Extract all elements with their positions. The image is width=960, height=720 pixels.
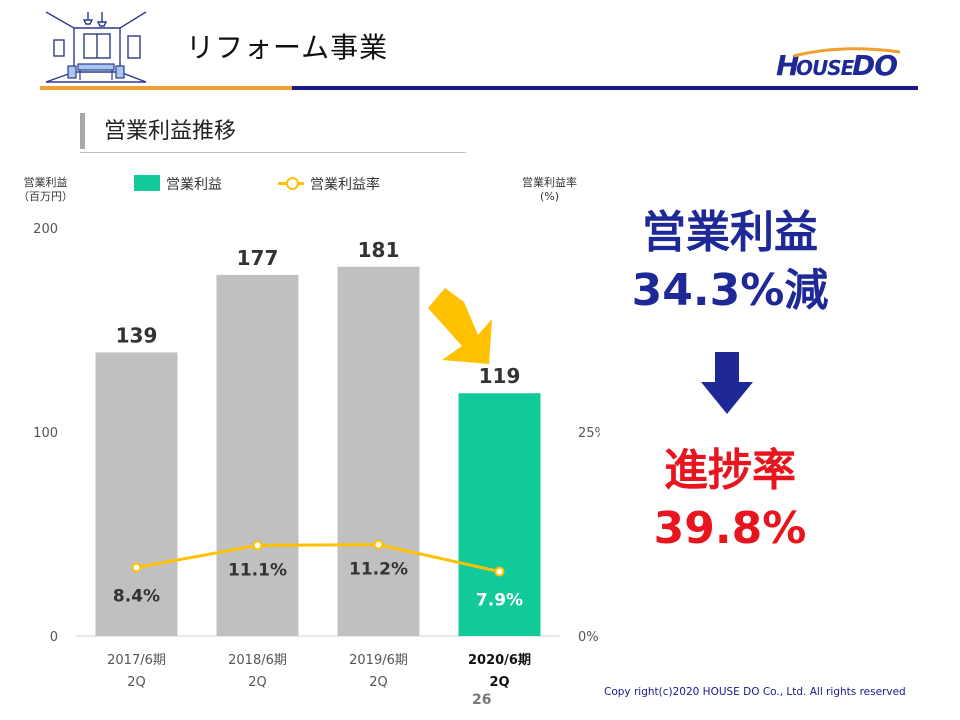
section-marker [80, 113, 85, 149]
progress-callout-label: 進捗率 [664, 445, 796, 496]
y2-tick-label: 0% [578, 630, 599, 645]
profit-chart: 0 100 200 0% 25% 139 177 181 119 2017/6期 2Q 2018/6期… [33, 222, 600, 690]
profit-callout-label: 営業利益 [642, 207, 818, 258]
section-title: 営業利益推移 [104, 119, 237, 144]
copyright: Copy right(c)2020 HOUSE DO Co., Ltd. All… [604, 686, 906, 698]
bar-value-label: 181 [358, 238, 400, 262]
section-underline [80, 152, 466, 153]
rate-value-label: 11.1% [228, 560, 287, 580]
x-tick-label: 2019/6期 [349, 653, 408, 668]
bar [216, 274, 299, 636]
bar-value-label: 177 [237, 246, 279, 270]
profit-callout-change: 34.3%減 [631, 265, 829, 316]
right-axis-caption: 営業利益率 (%) [522, 176, 577, 203]
left-axis-caption: 営業利益 （百万円） [18, 176, 73, 203]
highlight-arrow [428, 288, 492, 364]
legend-bar-swatch [134, 175, 160, 191]
progress-callout-value: 39.8% [653, 503, 807, 554]
header-illustration [40, 6, 152, 86]
legend-line-label: 営業利益率 [310, 177, 380, 193]
rate-point [373, 539, 384, 550]
svg-text:DO: DO [852, 49, 897, 82]
header-rule-blue [292, 86, 918, 90]
x-tick-label: 2020/6期 [468, 653, 531, 668]
rate-line [136, 543, 500, 574]
rate-point [252, 540, 263, 551]
page-number: 26 [472, 692, 492, 708]
down-arrow-icon [701, 352, 753, 414]
rate-value-label: 7.9% [476, 591, 523, 611]
rate-point [494, 566, 505, 577]
bar [458, 393, 541, 636]
rate-point [131, 562, 142, 573]
x-tick-label: 2018/6期 [228, 653, 287, 668]
housedo-logo: H OUSE DO [776, 47, 901, 82]
x-tick-label: 2017/6期 [107, 653, 166, 668]
legend-line-marker [286, 177, 299, 190]
rate-value-label: 11.2% [349, 560, 408, 580]
y-tick-label: 0 [50, 630, 58, 645]
x-tick-label: 2Q [248, 675, 267, 690]
x-tick-label: 2Q [489, 675, 509, 690]
svg-text:OUSE: OUSE [796, 56, 855, 80]
y2-tick-label: 25% [578, 426, 600, 441]
legend-bar-label: 営業利益 [166, 177, 222, 193]
bar-value-label: 139 [116, 323, 158, 347]
bar [337, 266, 420, 636]
rate-value-label: 8.4% [113, 586, 160, 606]
header-rule-orange [40, 86, 292, 90]
bar-value-label: 119 [479, 364, 521, 388]
x-tick-label: 2Q [369, 675, 388, 690]
slide-title: リフォーム事業 [186, 31, 389, 64]
y-tick-label: 200 [33, 222, 58, 237]
bar [95, 352, 178, 636]
y-tick-label: 100 [33, 426, 58, 441]
x-tick-label: 2Q [127, 675, 146, 690]
